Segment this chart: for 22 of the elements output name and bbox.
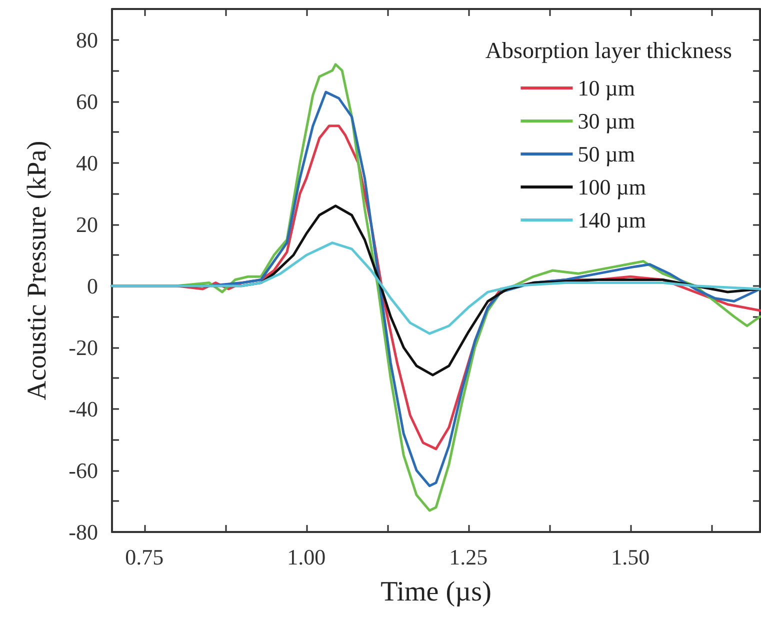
y-tick-label: 80 <box>76 27 98 52</box>
x-tick-label: 1.50 <box>611 544 650 570</box>
x-axis-title: Time (µs) <box>380 576 492 608</box>
y-tick-label: -20 <box>68 334 98 360</box>
y-tick-label: 60 <box>76 88 98 114</box>
legend-label: 10 µm <box>578 76 636 100</box>
legend-label: 50 µm <box>578 142 636 166</box>
x-tick-label: 0.75 <box>125 544 164 570</box>
legend-title: Absorption layer thickness <box>485 38 732 63</box>
x-tick-label: 1.00 <box>287 544 326 570</box>
y-tick-label: -40 <box>68 396 98 422</box>
y-tick-label: -60 <box>68 458 98 483</box>
legend-label: 100 µm <box>578 174 646 200</box>
y-tick-label: 0 <box>87 273 98 298</box>
line-series <box>110 242 761 335</box>
y-tick-label: 20 <box>76 212 98 237</box>
y-axis-title: Acoustic Pressure (kPa) <box>22 140 52 400</box>
x-tick-label: 1.25 <box>449 544 488 570</box>
y-tick-label: -80 <box>68 520 98 544</box>
legend-label: 30 µm <box>578 108 636 134</box>
y-tick-label: 40 <box>76 150 98 176</box>
legend-label: 140 µm <box>578 208 646 232</box>
